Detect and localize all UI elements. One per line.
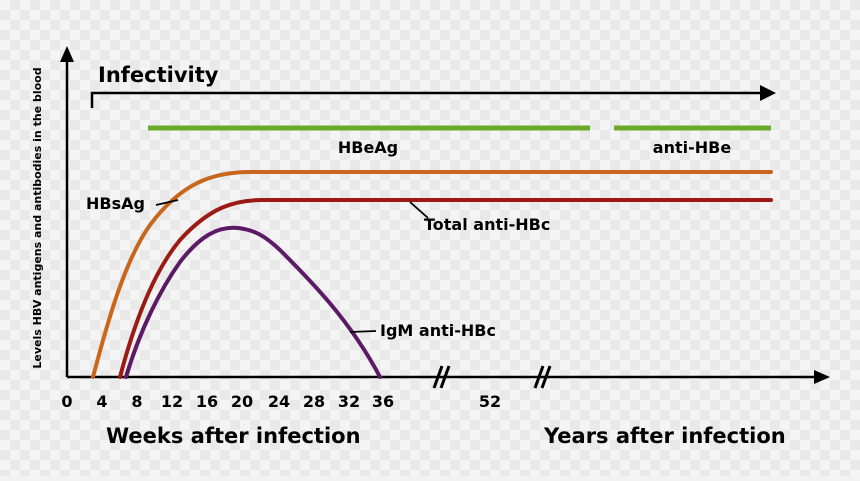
axis-break-2 <box>533 365 552 389</box>
x-axis-arrow <box>814 370 830 384</box>
total-anti-hbc-label: Total anti-HBc <box>424 215 550 234</box>
x-tick-label: 36 <box>372 392 394 411</box>
x-tick-label: 20 <box>231 392 253 411</box>
hbsag-leader <box>155 199 179 206</box>
x-tick-label: 0 <box>61 392 72 411</box>
infectivity-arrowhead <box>760 85 776 101</box>
x-tick-label: 12 <box>161 392 183 411</box>
x-axis-label-years: Years after infection <box>543 424 786 448</box>
x-tick-label: 4 <box>96 392 107 411</box>
igm-anti-hbc-curve <box>124 225 382 379</box>
x-tick-label: 16 <box>196 392 218 411</box>
x-tick-label: 24 <box>268 392 290 411</box>
total-anti-hbc-curve <box>118 198 773 379</box>
hbeag-label: HBeAg <box>338 138 398 157</box>
x-tick-label: 28 <box>303 392 325 411</box>
igm-anti-hbc-leader <box>349 330 377 333</box>
x-tick-label: 8 <box>131 392 142 411</box>
axis-break-1 <box>432 365 451 389</box>
anti-hbe-label: anti-HBe <box>653 138 732 157</box>
infectivity-arrow <box>90 91 768 108</box>
x-tick-label: 32 <box>338 392 360 411</box>
y-axis-label: Levels HBV antigens and antibodies in th… <box>31 67 44 368</box>
total-anti-hbc-leader <box>409 201 429 219</box>
hbsag-label: HBsAg <box>86 194 145 213</box>
x-tick-label: 52 <box>479 392 501 411</box>
y-axis-arrow <box>60 46 74 62</box>
chart-title: Infectivity <box>98 63 219 87</box>
hbsag-curve <box>91 170 773 379</box>
igm-anti-hbc-label: IgM anti-HBc <box>380 321 496 340</box>
x-axis-label-weeks: Weeks after infection <box>106 424 361 448</box>
x-tick-labels: 0 4 8 12 16 20 24 28 32 36 52 <box>61 392 501 411</box>
